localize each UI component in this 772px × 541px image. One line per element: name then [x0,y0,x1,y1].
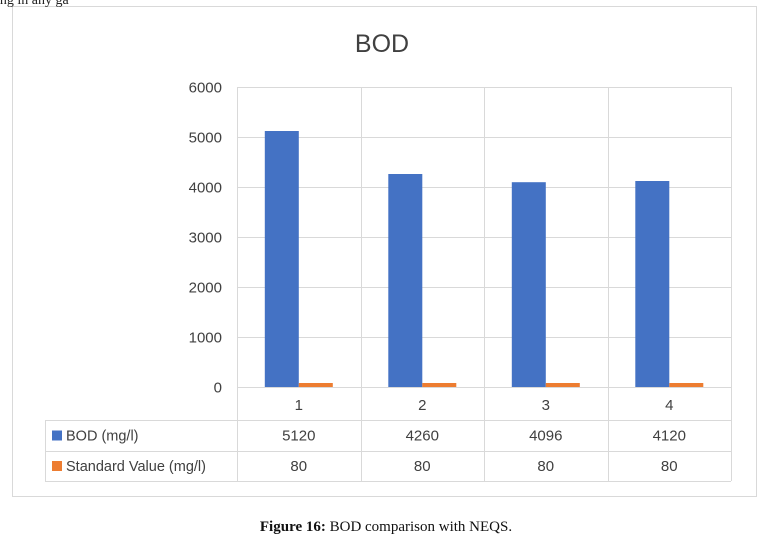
bar-series1-cat-4 [635,181,670,387]
chart-frame [12,6,757,497]
x-tick-label-1: 1 [295,397,303,414]
y-tick-label-0: 0 [214,380,222,397]
data-table: 1 2 3 4 BOD (mg/l) 5120 4260 4096 4120 Standard V… [45,397,731,482]
top-text-fragment: ing in any ga [0,0,69,8]
bar-series1-cat-2 [388,174,423,387]
bars [264,131,704,387]
legend-key-series2 [52,461,62,471]
x-tick-label-4: 4 [665,397,673,414]
bar-series2-cat-1 [298,383,333,387]
bar-series2-cat-4 [669,383,704,387]
bar-series1-cat-1 [264,131,299,387]
table-value-series1-cat-2: 4260 [406,428,439,445]
y-tick-label-6000: 6000 [189,80,222,97]
x-tick-label-2: 2 [418,397,426,414]
table-value-series2-cat-2: 80 [414,458,431,475]
y-tick-label-4000: 4000 [189,180,222,197]
bar-series1-cat-3 [511,182,546,387]
table-value-series1-cat-4: 4120 [653,428,686,445]
y-tick-label-1000: 1000 [189,330,222,347]
table-value-series2-cat-1: 80 [290,458,307,475]
bar-series2-cat-3 [545,383,580,387]
table-value-series1-cat-3: 4096 [529,428,562,445]
y-tick-label-2000: 2000 [189,280,222,297]
legend-key-series1 [52,430,62,441]
y-axis-tick-labels: 0 1000 2000 3000 4000 5000 6000 [189,80,222,397]
table-value-series2-cat-4: 80 [661,458,678,475]
x-tick-label-3: 3 [542,397,550,414]
bar-series2-cat-2 [422,383,457,387]
gridlines [237,87,732,481]
table-value-series1-cat-1: 5120 [282,428,315,445]
figure-caption: Figure 16: BOD comparison with NEQS. [0,519,772,536]
figure-caption-label: Figure 16: [259,519,326,535]
table-value-series2-cat-3: 80 [537,458,554,475]
legend-label-series1: BOD (mg/l) [66,429,139,445]
figure-caption-text: BOD comparison with NEQS. [325,519,513,535]
chart-title: BOD [355,30,409,58]
legend-label-series2: Standard Value (mg/l) [66,459,206,475]
y-tick-label-5000: 5000 [189,130,222,147]
y-tick-label-3000: 3000 [189,230,222,247]
